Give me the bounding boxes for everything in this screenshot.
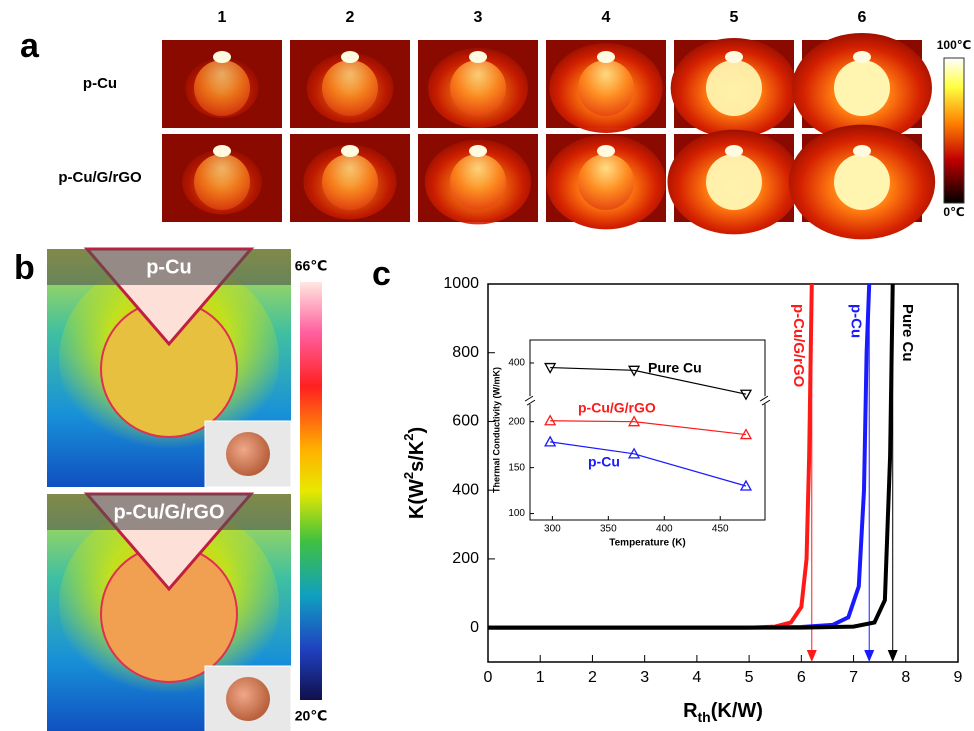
x-tick-label: 4 bbox=[692, 669, 701, 686]
x-tick-label: 6 bbox=[797, 669, 806, 686]
column-label: 1 bbox=[218, 9, 227, 26]
x-tick-label: 400 bbox=[656, 524, 673, 535]
sample-disc bbox=[834, 154, 890, 210]
series-label: Pure Cu bbox=[648, 360, 702, 376]
sample-disc bbox=[578, 60, 634, 116]
y-tick-label: 200 bbox=[452, 550, 479, 567]
hot-spot bbox=[213, 51, 231, 63]
x-tick-label: 1 bbox=[536, 669, 545, 686]
series-label: p-Cu bbox=[847, 304, 864, 338]
series-label: Pure Cu bbox=[899, 304, 916, 362]
colorbar-min: 0℃ bbox=[943, 205, 964, 219]
colorbar-min: 20℃ bbox=[295, 708, 328, 724]
y-tick-label: 150 bbox=[508, 462, 525, 473]
y-axis-label-part: ) bbox=[406, 427, 428, 434]
x-tick-label: 300 bbox=[544, 524, 561, 535]
x-tick-label: 7 bbox=[849, 669, 858, 686]
hot-spot bbox=[469, 51, 487, 63]
series-label: p-Cu/G/rGO bbox=[578, 400, 656, 416]
sample-disc bbox=[834, 60, 890, 116]
x-axis-label-part: R bbox=[683, 700, 698, 722]
y-tick-label: 0 bbox=[470, 619, 479, 636]
column-label: 3 bbox=[474, 9, 483, 26]
y-tick-label: 1000 bbox=[443, 275, 479, 292]
hot-spot bbox=[341, 145, 359, 157]
sample-disc bbox=[322, 154, 378, 210]
x-tick-label: 350 bbox=[600, 524, 617, 535]
sample-disc bbox=[706, 154, 762, 210]
hot-spot bbox=[469, 145, 487, 157]
sample-disc bbox=[194, 60, 250, 116]
y-tick-label: 100 bbox=[508, 508, 525, 519]
panel-letter: b bbox=[14, 249, 35, 287]
x-axis-label: Rth(K/W) bbox=[683, 700, 763, 724]
series-label: p-Cu bbox=[588, 454, 620, 470]
x-tick-label: 2 bbox=[588, 669, 597, 686]
hot-spot bbox=[725, 145, 743, 157]
colorbar-max: 66℃ bbox=[295, 258, 328, 274]
y-axis-label-part: s/K bbox=[406, 440, 428, 472]
row-label: p-Cu bbox=[83, 75, 117, 92]
arrow-head bbox=[807, 650, 817, 662]
series-label: p-Cu/G/rGO bbox=[790, 304, 807, 388]
colorbar bbox=[300, 282, 322, 700]
column-label: 2 bbox=[346, 9, 355, 26]
hot-spot bbox=[597, 51, 615, 63]
y-axis-label: Thermal Conductivity (W/mK) bbox=[491, 367, 501, 493]
x-axis-label: Temperature (K) bbox=[609, 538, 686, 549]
panel-letter: a bbox=[20, 27, 40, 65]
hot-spot bbox=[853, 51, 871, 63]
x-tick-label: 9 bbox=[954, 669, 963, 686]
x-tick-label: 5 bbox=[745, 669, 754, 686]
y-tick-label: 600 bbox=[452, 413, 479, 430]
photo-coin bbox=[226, 677, 270, 721]
hot-spot bbox=[341, 51, 359, 63]
y-tick-label: 800 bbox=[452, 344, 479, 361]
y-tick-label: 400 bbox=[508, 358, 525, 369]
figure: a 100℃ 0℃ b 66℃ 20℃ c 1 2 3 4 5 6 p-Cu p-Cu/G/r… bbox=[0, 0, 974, 731]
hot-spot bbox=[213, 145, 231, 157]
column-label: 5 bbox=[730, 9, 739, 26]
sample-disc bbox=[706, 60, 762, 116]
arrow-head bbox=[888, 650, 898, 662]
x-tick-label: 0 bbox=[484, 669, 493, 686]
sample-disc bbox=[194, 154, 250, 210]
x-axis-label-part: (K/W) bbox=[711, 700, 763, 722]
hot-spot bbox=[725, 51, 743, 63]
hot-spot bbox=[597, 145, 615, 157]
y-axis-label-part: K(W bbox=[406, 479, 428, 519]
image-label: p-Cu bbox=[146, 256, 192, 278]
x-tick-label: 3 bbox=[640, 669, 649, 686]
colorbar bbox=[944, 58, 964, 203]
x-tick-label: 8 bbox=[901, 669, 910, 686]
y-axis-label-part: 2 bbox=[401, 434, 416, 441]
sample-disc bbox=[450, 154, 506, 210]
panel-letter: c bbox=[372, 255, 391, 293]
x-axis-label-part: th bbox=[698, 709, 711, 725]
row-label: p-Cu/G/rGO bbox=[58, 169, 142, 186]
arrow-head bbox=[864, 650, 874, 662]
y-axis-label-part: 2 bbox=[401, 472, 416, 479]
y-tick-label: 400 bbox=[452, 481, 479, 498]
sample-disc bbox=[578, 154, 634, 210]
y-axis-label: K(W2s/K2) bbox=[401, 427, 428, 519]
x-tick-label: 450 bbox=[712, 524, 729, 535]
sample-disc bbox=[322, 60, 378, 116]
y-tick-label: 200 bbox=[508, 416, 525, 427]
colorbar-max: 100℃ bbox=[937, 38, 972, 52]
image-label: p-Cu/G/rGO bbox=[113, 501, 224, 523]
column-label: 4 bbox=[602, 9, 611, 26]
sample-disc bbox=[450, 60, 506, 116]
column-label: 6 bbox=[858, 9, 867, 26]
hot-spot bbox=[853, 145, 871, 157]
photo-coin bbox=[226, 432, 270, 476]
